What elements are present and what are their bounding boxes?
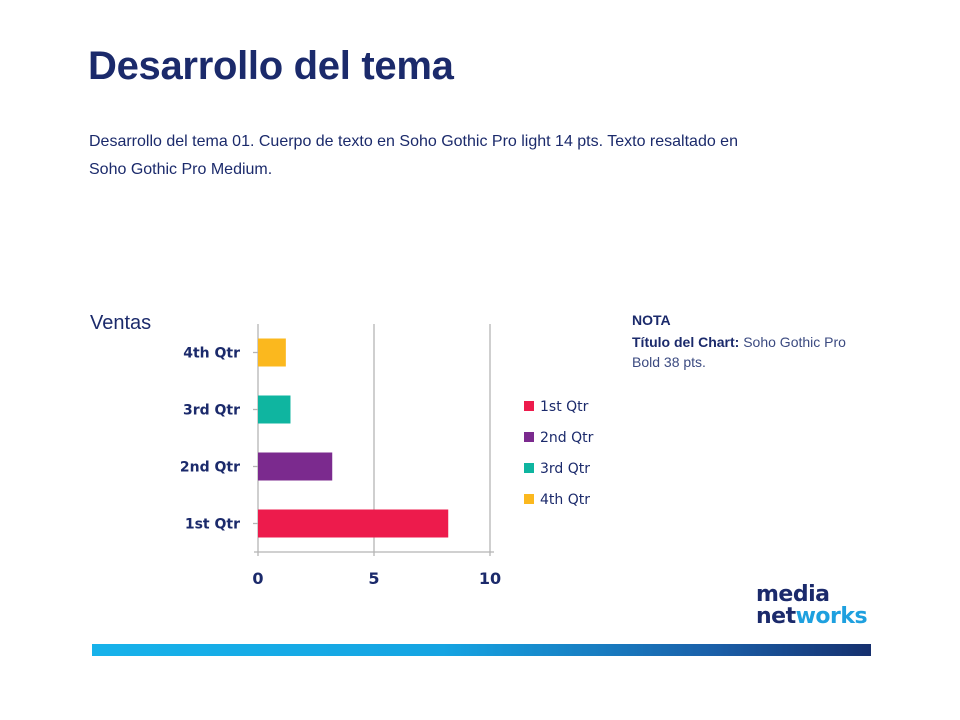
logo-line-2-a: net: [756, 604, 796, 629]
legend-swatch: [524, 494, 534, 504]
bar-3rd-qtr: [258, 395, 291, 424]
y-tick-label: 4th Qtr: [183, 346, 240, 362]
legend-label: 3rd Qtr: [540, 461, 590, 477]
body-text-line-2: Soho Gothic Pro Medium.: [89, 161, 273, 178]
body-text-line-1: Desarrollo del tema 01. Cuerpo de texto …: [89, 133, 738, 150]
y-tick-label: 2nd Qtr: [180, 460, 240, 476]
bar-2nd-qtr: [258, 452, 333, 481]
logo-line-1: media: [756, 582, 830, 607]
media-networks-logo: media networks: [756, 582, 868, 629]
note-bold-text: Título del Chart:: [632, 334, 740, 350]
bar-1st-qtr: [258, 509, 449, 538]
note-body: Título del Chart: Soho Gothic Pro Bold 3…: [632, 332, 872, 372]
footer-bar: [92, 644, 871, 656]
bar-4th-qtr: [258, 338, 286, 367]
note-regular-text: Soho Gothic Pro Bold 38 pts.: [632, 334, 846, 370]
y-tick-label: 3rd Qtr: [183, 403, 240, 419]
legend-swatch: [524, 432, 534, 442]
legend-label: 1st Qtr: [540, 399, 589, 415]
logo-line-2-b: works: [795, 604, 868, 629]
chart-label: Ventas: [90, 312, 152, 334]
legend-label: 2nd Qtr: [540, 430, 594, 446]
y-tick-label: 1st Qtr: [185, 517, 240, 533]
legend-swatch: [524, 401, 534, 411]
legend-swatch: [524, 463, 534, 473]
logo-line-2: networks: [756, 604, 868, 629]
body-text: Desarrollo del tema 01. Cuerpo de texto …: [89, 128, 869, 184]
legend-label: 4th Qtr: [540, 492, 590, 508]
x-tick-label: 5: [368, 569, 379, 588]
note-box: NOTA Título del Chart: Soho Gothic Pro B…: [632, 310, 872, 372]
x-tick-label: 10: [479, 569, 501, 588]
x-tick-label: 0: [252, 569, 263, 588]
note-heading: NOTA: [632, 312, 671, 328]
slide-title: Desarrollo del tema: [88, 44, 454, 88]
